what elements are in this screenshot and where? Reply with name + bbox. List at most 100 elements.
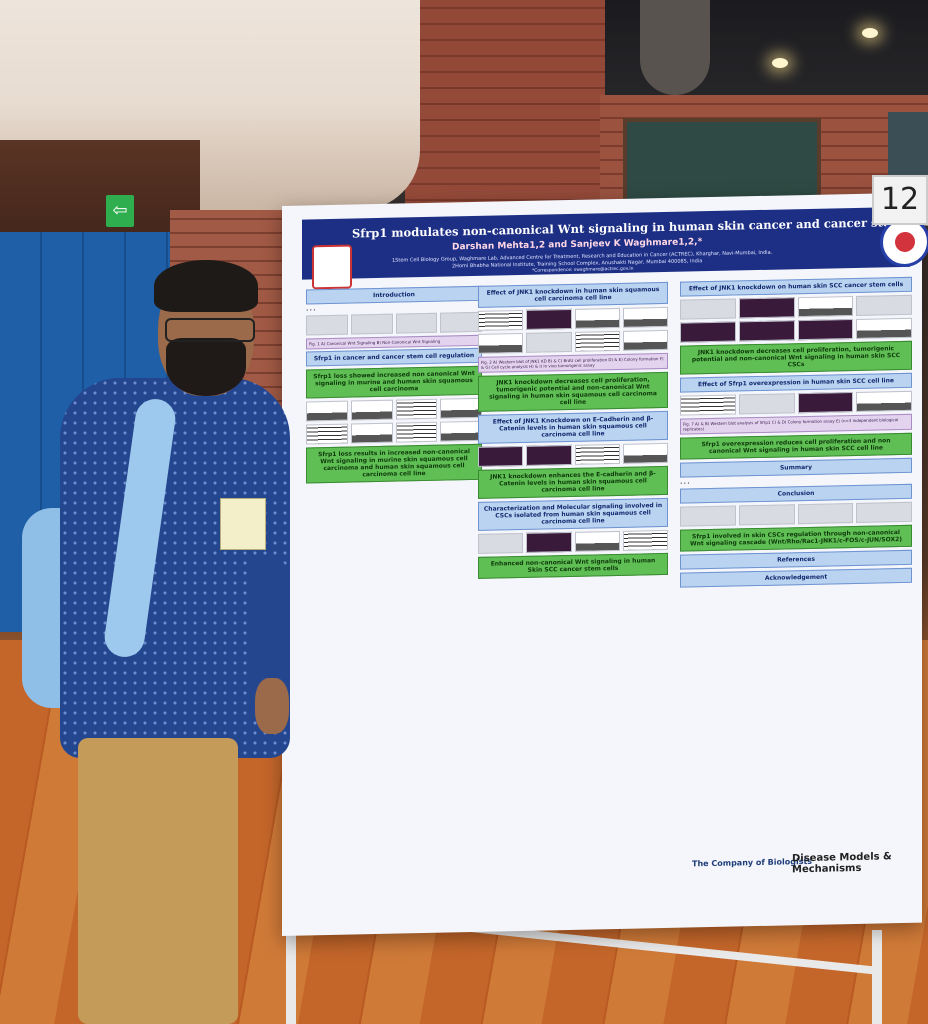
figure-panel [622, 306, 668, 328]
section-title: Effect of JNK1 knockdown on human skin S… [680, 276, 912, 297]
section-title: Effect of JNK1 knockdown in human skin s… [478, 281, 668, 308]
figure-panel [574, 443, 620, 465]
journal-logo: Disease Models & Mechanisms [792, 851, 892, 876]
figure-grid [680, 294, 912, 343]
section-title: Sfrp1 involved in skin CSCs regulation t… [680, 524, 912, 552]
figure-panel [574, 530, 620, 552]
poster-correspondence: *Correspondence: swaghmare@actrec.gov.in [532, 266, 634, 274]
window [623, 118, 821, 204]
figure-panel [856, 390, 912, 412]
figure-panel [680, 298, 736, 320]
figure-panel [622, 329, 668, 351]
figure-panel [574, 330, 620, 352]
figure-panel [350, 399, 393, 421]
figure-panel [622, 442, 668, 464]
figure-panel [306, 423, 348, 445]
figure-caption: Fig. 2 A) Western blot of JNK1 KD B) & C… [478, 352, 668, 373]
section-title: Enhanced non-canonical Wnt signaling in … [478, 552, 668, 579]
figure-panel [526, 444, 572, 466]
poster-footer: The Company of Biologists Disease Models… [682, 833, 910, 908]
section-title: JNK1 knockdown decreases cell proliferat… [680, 340, 912, 375]
poster-authors: Darshan Mehta1,2 and Sanjeev K Waghmare1… [452, 237, 703, 253]
section-title: Summary [680, 457, 912, 478]
institute-logo-icon [312, 244, 352, 290]
section-title: Conclusion [680, 483, 912, 504]
poster-column-1: Introduction • • • Fig. 1 A) Canonical W… [306, 285, 482, 487]
figure-caption: Fig. 7 A) & B) Western blot analysis of … [680, 413, 912, 435]
figure-panel [478, 532, 524, 554]
figure-panel [478, 332, 524, 354]
section-title: JNK1 knockdown enhances the E-cadherin a… [478, 465, 668, 499]
board-number: 12 [872, 175, 928, 225]
figure-panel [526, 331, 572, 353]
name-badge [220, 498, 266, 550]
figure-panel [306, 400, 348, 422]
figure-panel [738, 393, 795, 415]
section-title: Sfrp1 overexpression reduces cell prolif… [680, 432, 912, 460]
section-title: Effect of JNK1 Knockdown on E-Cadherin a… [478, 410, 668, 444]
figure-panel [738, 297, 795, 319]
ceiling-light [862, 28, 878, 38]
figure-panel [350, 313, 393, 335]
figure-panel [680, 321, 736, 343]
figure-panel [738, 504, 795, 526]
ceiling-duct [640, 0, 710, 95]
figure-panel [440, 311, 482, 333]
section-title: Acknowledgement [680, 567, 912, 588]
section-title: Effect of Sfrp1 overexpression in human … [680, 372, 912, 393]
poster-column-2: Effect of JNK1 knockdown in human skin s… [478, 281, 668, 582]
beard [166, 338, 246, 396]
hair [154, 260, 258, 312]
exit-sign-icon: ⇦ [106, 195, 134, 227]
body-text: • • • [306, 307, 316, 313]
figure-panel [797, 319, 854, 341]
presenter [22, 258, 310, 1024]
figure-panel [574, 307, 620, 329]
figure-panel [478, 309, 524, 331]
figure-panel [526, 531, 572, 553]
figure-panel [306, 314, 348, 336]
section-title: Characterization and Molecular signaling… [478, 497, 668, 531]
figure-panel [526, 308, 572, 330]
wood-panel [0, 140, 200, 250]
trousers [78, 738, 238, 1024]
figure-panel [680, 394, 736, 416]
poster-header: Sfrp1 modulates non-canonical Wnt signal… [302, 206, 928, 280]
section-title: Introduction [306, 285, 482, 305]
figure-grid [478, 306, 668, 354]
figure-panel [478, 445, 524, 467]
figure-grid [306, 397, 482, 445]
section-title: Sfrp1 loss showed increased non canonica… [306, 365, 482, 399]
figure-panel [350, 422, 393, 444]
figure-panel [395, 421, 438, 443]
figure-grid [680, 390, 912, 416]
section-title: References [680, 549, 912, 570]
hand [255, 678, 289, 734]
figure-panel [856, 317, 912, 339]
figure-grid [306, 311, 482, 336]
figure-panel [440, 420, 482, 442]
glasses-icon [165, 318, 255, 342]
figure-panel [856, 501, 912, 523]
research-poster: Sfrp1 modulates non-canonical Wnt signal… [282, 192, 928, 936]
figure-grid [478, 529, 668, 554]
figure-panel [395, 312, 438, 334]
figure-panel [680, 505, 736, 527]
figure-panel [797, 296, 854, 318]
brick-wall-upper [405, 0, 605, 215]
section-title: Sfrp1 in cancer and cancer stem cell reg… [306, 347, 482, 367]
easel-leg [872, 930, 882, 1024]
section-title: Sfrp1 loss results in increased non-cano… [306, 443, 482, 484]
figure-panel [797, 503, 854, 525]
figure-grid [680, 501, 912, 527]
figure-panel [856, 294, 912, 316]
ceiling-light [772, 58, 788, 68]
figure-caption: Fig. 1 A) Canonical Wnt Signaling B) Non… [306, 334, 482, 350]
figure-panel [395, 398, 438, 420]
section-title: JNK1 knockdown decreases cell proliferat… [478, 371, 668, 412]
figure-grid [478, 442, 668, 467]
figure-panel [622, 529, 668, 551]
figure-panel [738, 320, 795, 342]
figure-panel [440, 397, 482, 419]
